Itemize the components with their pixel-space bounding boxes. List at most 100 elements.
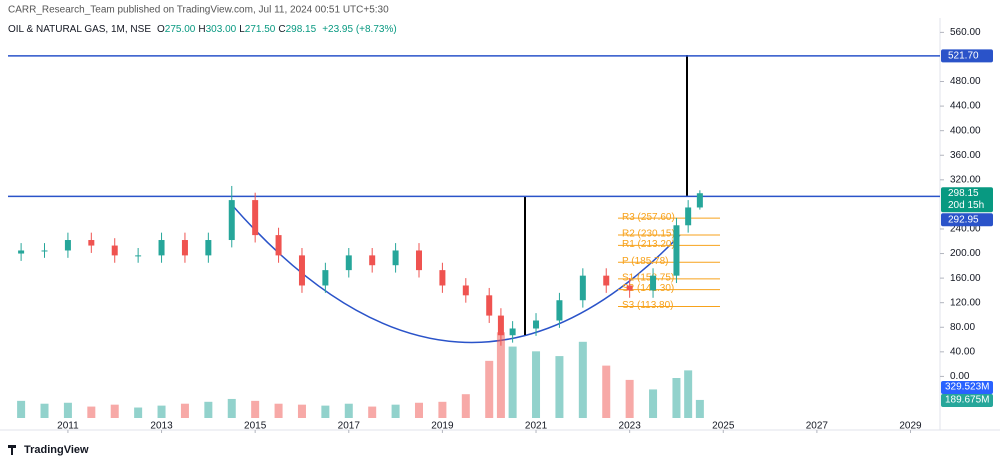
candle-body <box>579 275 586 301</box>
candle-body <box>462 285 469 296</box>
volume-bar <box>87 406 96 418</box>
candle-body <box>64 240 71 251</box>
candle-body <box>228 200 235 241</box>
x-tick-label: 2015 <box>244 421 267 432</box>
pivot-label: S1 (158.75) <box>622 273 674 284</box>
volume-bar <box>227 398 236 418</box>
legend-item: 298.15 <box>286 24 317 35</box>
y-tick-label: 400.00 <box>950 125 981 136</box>
candle-body <box>696 193 703 208</box>
x-tick-label: 2011 <box>57 421 79 432</box>
volume-bar <box>40 403 49 418</box>
volume-bar <box>684 370 693 418</box>
candle-body <box>497 315 504 336</box>
candle-body <box>158 240 165 256</box>
volume-bar <box>438 401 447 418</box>
candle-body <box>685 207 692 226</box>
candle-body <box>650 275 657 291</box>
legend-item: +23.95 (+8.73%) <box>322 24 397 35</box>
pivot-label: S2 (141.30) <box>622 283 674 294</box>
x-tick-label: 2013 <box>150 421 173 432</box>
price-badge <box>941 49 993 63</box>
candle-body <box>509 328 516 336</box>
candle-body <box>111 245 118 256</box>
candle-body <box>181 240 188 256</box>
badge-label: 292.95 <box>948 214 979 225</box>
volume-bar <box>204 401 213 418</box>
volume-bar <box>578 341 587 418</box>
candle-body <box>673 225 680 276</box>
candle-body <box>135 255 142 257</box>
badge-label: 521.70 <box>948 51 979 62</box>
volume-bar <box>695 399 704 418</box>
candle-body <box>626 285 633 291</box>
x-tick-label: 2017 <box>338 421 361 432</box>
candle-body <box>345 255 352 271</box>
x-tick-label: 2025 <box>712 421 735 432</box>
volume-bar <box>368 406 377 418</box>
legend-item: O <box>157 24 165 35</box>
volume-bar <box>508 346 517 418</box>
candle-body <box>486 295 493 316</box>
volume-bar <box>672 378 681 418</box>
x-tick-label: 2027 <box>806 421 829 432</box>
candle-body <box>41 250 48 252</box>
candle-body <box>556 300 563 321</box>
publisher: CARR_Research_Team published on TradingV… <box>8 5 389 16</box>
volume-bar <box>532 351 541 418</box>
x-tick-label: 2021 <box>525 421 548 432</box>
candle-body <box>252 200 259 236</box>
y-tick-label: 320.00 <box>950 174 981 185</box>
volume-badge <box>941 394 993 407</box>
candle-body <box>415 250 422 271</box>
x-tick-label: 2023 <box>619 421 642 432</box>
legend: OIL & NATURAL GAS, 1M, NSE O275.00 H303.00… <box>8 24 397 35</box>
logo: TradingView <box>24 444 89 456</box>
badge-label: 189.675M <box>945 395 989 406</box>
price-badge <box>941 187 993 213</box>
y-tick-label: 80.00 <box>950 322 975 333</box>
candle-body <box>369 255 376 266</box>
legend-item: 303.00 <box>206 24 237 35</box>
x-tick-label: 2019 <box>431 421 454 432</box>
volume-bar <box>485 360 494 418</box>
volume-badge <box>941 381 993 394</box>
y-tick-label: 160.00 <box>950 273 981 284</box>
badge-label: 329.523M <box>945 382 989 393</box>
legend-item: 271.50 <box>245 24 276 35</box>
volume-bar <box>625 379 634 418</box>
volume-bar <box>180 403 189 418</box>
candle-body <box>18 250 25 254</box>
pivot-label: S3 (113.80) <box>622 300 674 311</box>
candle-body <box>275 235 282 256</box>
badge-countdown: 20d 15h <box>948 200 984 211</box>
legend-item: L <box>239 24 245 35</box>
volume-bar <box>496 332 505 418</box>
pivot-label: R3 (257.60) <box>622 212 675 223</box>
volume-bar <box>344 403 353 418</box>
y-tick-label: 0.00 <box>950 371 970 382</box>
legend-item: H <box>198 24 205 35</box>
volume-bar <box>274 403 283 418</box>
volume-bar <box>461 394 470 418</box>
volume-bar <box>297 404 306 418</box>
candle-body <box>392 250 399 266</box>
volume-bar <box>110 404 119 418</box>
candle-body <box>205 240 212 256</box>
volume-bar <box>602 365 611 418</box>
volume-bar <box>63 402 72 418</box>
badge-label: 298.15 <box>948 188 979 199</box>
pivot-label: R2 (230.15) <box>622 229 675 240</box>
candle-body <box>88 240 95 246</box>
volume-bar <box>555 356 564 418</box>
volume-bar <box>649 389 658 418</box>
y-tick-label: 120.00 <box>950 297 981 308</box>
pivot-label: R1 (213.20) <box>622 239 675 250</box>
y-tick-label: 440.00 <box>950 101 981 112</box>
volume-bar <box>414 402 423 418</box>
candle-body <box>322 270 329 286</box>
legend-item: OIL & NATURAL GAS, 1M, NSE <box>8 24 151 35</box>
legend-item: C <box>278 24 285 35</box>
y-tick-label: 480.00 <box>950 76 981 87</box>
